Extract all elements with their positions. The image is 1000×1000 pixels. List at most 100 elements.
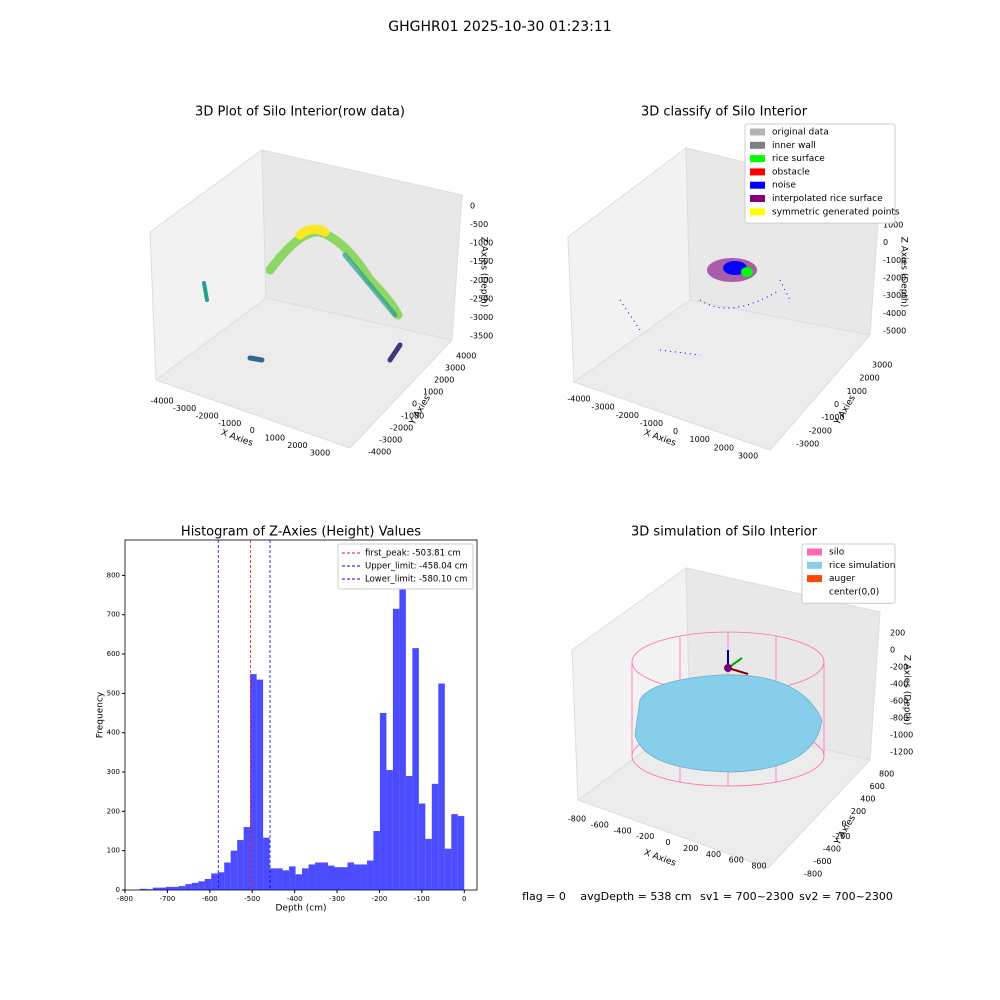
- bar: [418, 803, 426, 890]
- point-cloud-2: [619, 258, 791, 356]
- legend-swatch: [750, 128, 765, 136]
- z-tick-label: -1500: [470, 257, 493, 266]
- x-tick-label: -500: [244, 895, 260, 903]
- x-tick-label: 600: [729, 856, 744, 865]
- bar: [392, 608, 400, 890]
- y-tick-label: -2000: [809, 426, 832, 435]
- y-tick-label: 0: [412, 400, 417, 409]
- bar: [425, 838, 432, 890]
- x-tick-label: -800: [117, 895, 133, 903]
- bar: [263, 837, 270, 890]
- bar: [146, 889, 153, 890]
- x-tick-label: 2000: [714, 443, 734, 452]
- point-cloud-1: [202, 224, 403, 363]
- y-axis-label: Frequency: [96, 691, 106, 738]
- x-tick-label: -1000: [640, 419, 663, 428]
- bar: [230, 850, 238, 890]
- x-tick-label: -3000: [592, 403, 615, 412]
- bar: [308, 864, 316, 890]
- x-axis-label: Depth (cm): [275, 904, 326, 914]
- x-tick-label: 0: [250, 426, 255, 435]
- y-tick-label: -1000: [821, 413, 844, 422]
- z-tick-label: -3500: [470, 332, 493, 341]
- y-tick-label: -800: [804, 870, 822, 879]
- y-tick-label: -3000: [379, 436, 402, 445]
- bar: [295, 874, 303, 890]
- bar: [185, 884, 192, 890]
- x-tick-label: 3000: [738, 452, 758, 461]
- y-tick-label: 0: [842, 820, 847, 829]
- y-tick-label: -200: [832, 832, 850, 841]
- x-tick-label: 200: [683, 844, 698, 853]
- x-tick-label: -1000: [218, 419, 241, 428]
- bar: [315, 862, 322, 890]
- y-tick-label: 800: [879, 770, 894, 779]
- bar: [269, 868, 277, 890]
- x-tick-label: -200: [372, 895, 388, 903]
- bar: [237, 840, 244, 890]
- axis-label: Z Axies (Depth): [899, 237, 909, 308]
- legend-label: Upper_limit: -458.04 cm: [365, 562, 468, 572]
- x-tick-label: 400: [706, 850, 721, 859]
- z-tick-label: -500: [470, 220, 488, 229]
- z-tick-label: 200: [890, 629, 905, 638]
- x-tick-label: 3000: [310, 449, 330, 458]
- legend-box: [801, 543, 896, 604]
- bar: [302, 868, 309, 890]
- bar: [438, 683, 445, 890]
- z-tick-label: -600: [890, 697, 908, 706]
- legend-label: inner wall: [772, 141, 816, 151]
- z-tick-label: -1000: [890, 731, 913, 740]
- x-tick-label: -100: [414, 895, 430, 903]
- bar: [224, 862, 231, 890]
- y-tick-label: 200: [107, 807, 120, 815]
- x-tick-label: -600: [202, 895, 218, 903]
- y-tick-label: 100: [107, 847, 120, 855]
- bar: [289, 866, 296, 890]
- x-tick-label: -4000: [150, 397, 173, 406]
- y-tick-label: 300: [107, 768, 120, 776]
- x-tick-label: 0: [665, 838, 670, 847]
- annotation: avgDepth = 538 cm: [580, 890, 691, 903]
- y-tick-label: -4000: [368, 448, 391, 457]
- y-tick-label: 0: [116, 886, 120, 894]
- y-tick-label: 400: [860, 795, 875, 804]
- y-tick-label: 600: [870, 782, 885, 791]
- legend-box: [744, 123, 896, 224]
- bar: [178, 886, 186, 890]
- bar: [373, 831, 380, 890]
- bar: [366, 860, 374, 890]
- bar: [191, 882, 199, 890]
- figure-title: GHGHR01 2025-10-30 01:23:11: [388, 19, 611, 35]
- bar: [139, 888, 147, 890]
- bar: [412, 648, 419, 890]
- z-tick-label: -2000: [470, 276, 493, 285]
- silo-model: [631, 631, 825, 787]
- legend-swatch: [807, 588, 822, 596]
- bar: [334, 867, 341, 890]
- legend-label: center(0,0): [829, 587, 879, 597]
- bar: [217, 872, 225, 890]
- legend-swatch: [750, 141, 765, 149]
- bar: [276, 868, 283, 890]
- x-tick-label: -400: [613, 826, 631, 835]
- legend-label: first_peak: -503.81 cm: [365, 549, 461, 559]
- x-tick-label: -400: [287, 895, 303, 903]
- z-tick-label: -1000: [883, 256, 906, 265]
- legend-swatch: [750, 195, 765, 202]
- legend-label: rice surface: [772, 154, 825, 164]
- bar: [321, 862, 329, 890]
- legend-label: symmetric generated points: [772, 207, 900, 217]
- axis-label: Z Axies (Depth): [479, 237, 489, 308]
- x-tick-label: 0: [462, 895, 466, 903]
- chart-title: Histogram of Z-Axies (Height) Values: [181, 525, 421, 540]
- bar: [457, 816, 465, 890]
- x-tick-label: 2000: [287, 441, 307, 450]
- z-tick-label: -2000: [883, 274, 906, 283]
- y-tick-label: 700: [107, 611, 120, 619]
- x-tick-label: 800: [751, 862, 766, 871]
- y-tick-label: -1000: [401, 412, 424, 421]
- bar: [250, 674, 257, 890]
- bar: [159, 887, 166, 890]
